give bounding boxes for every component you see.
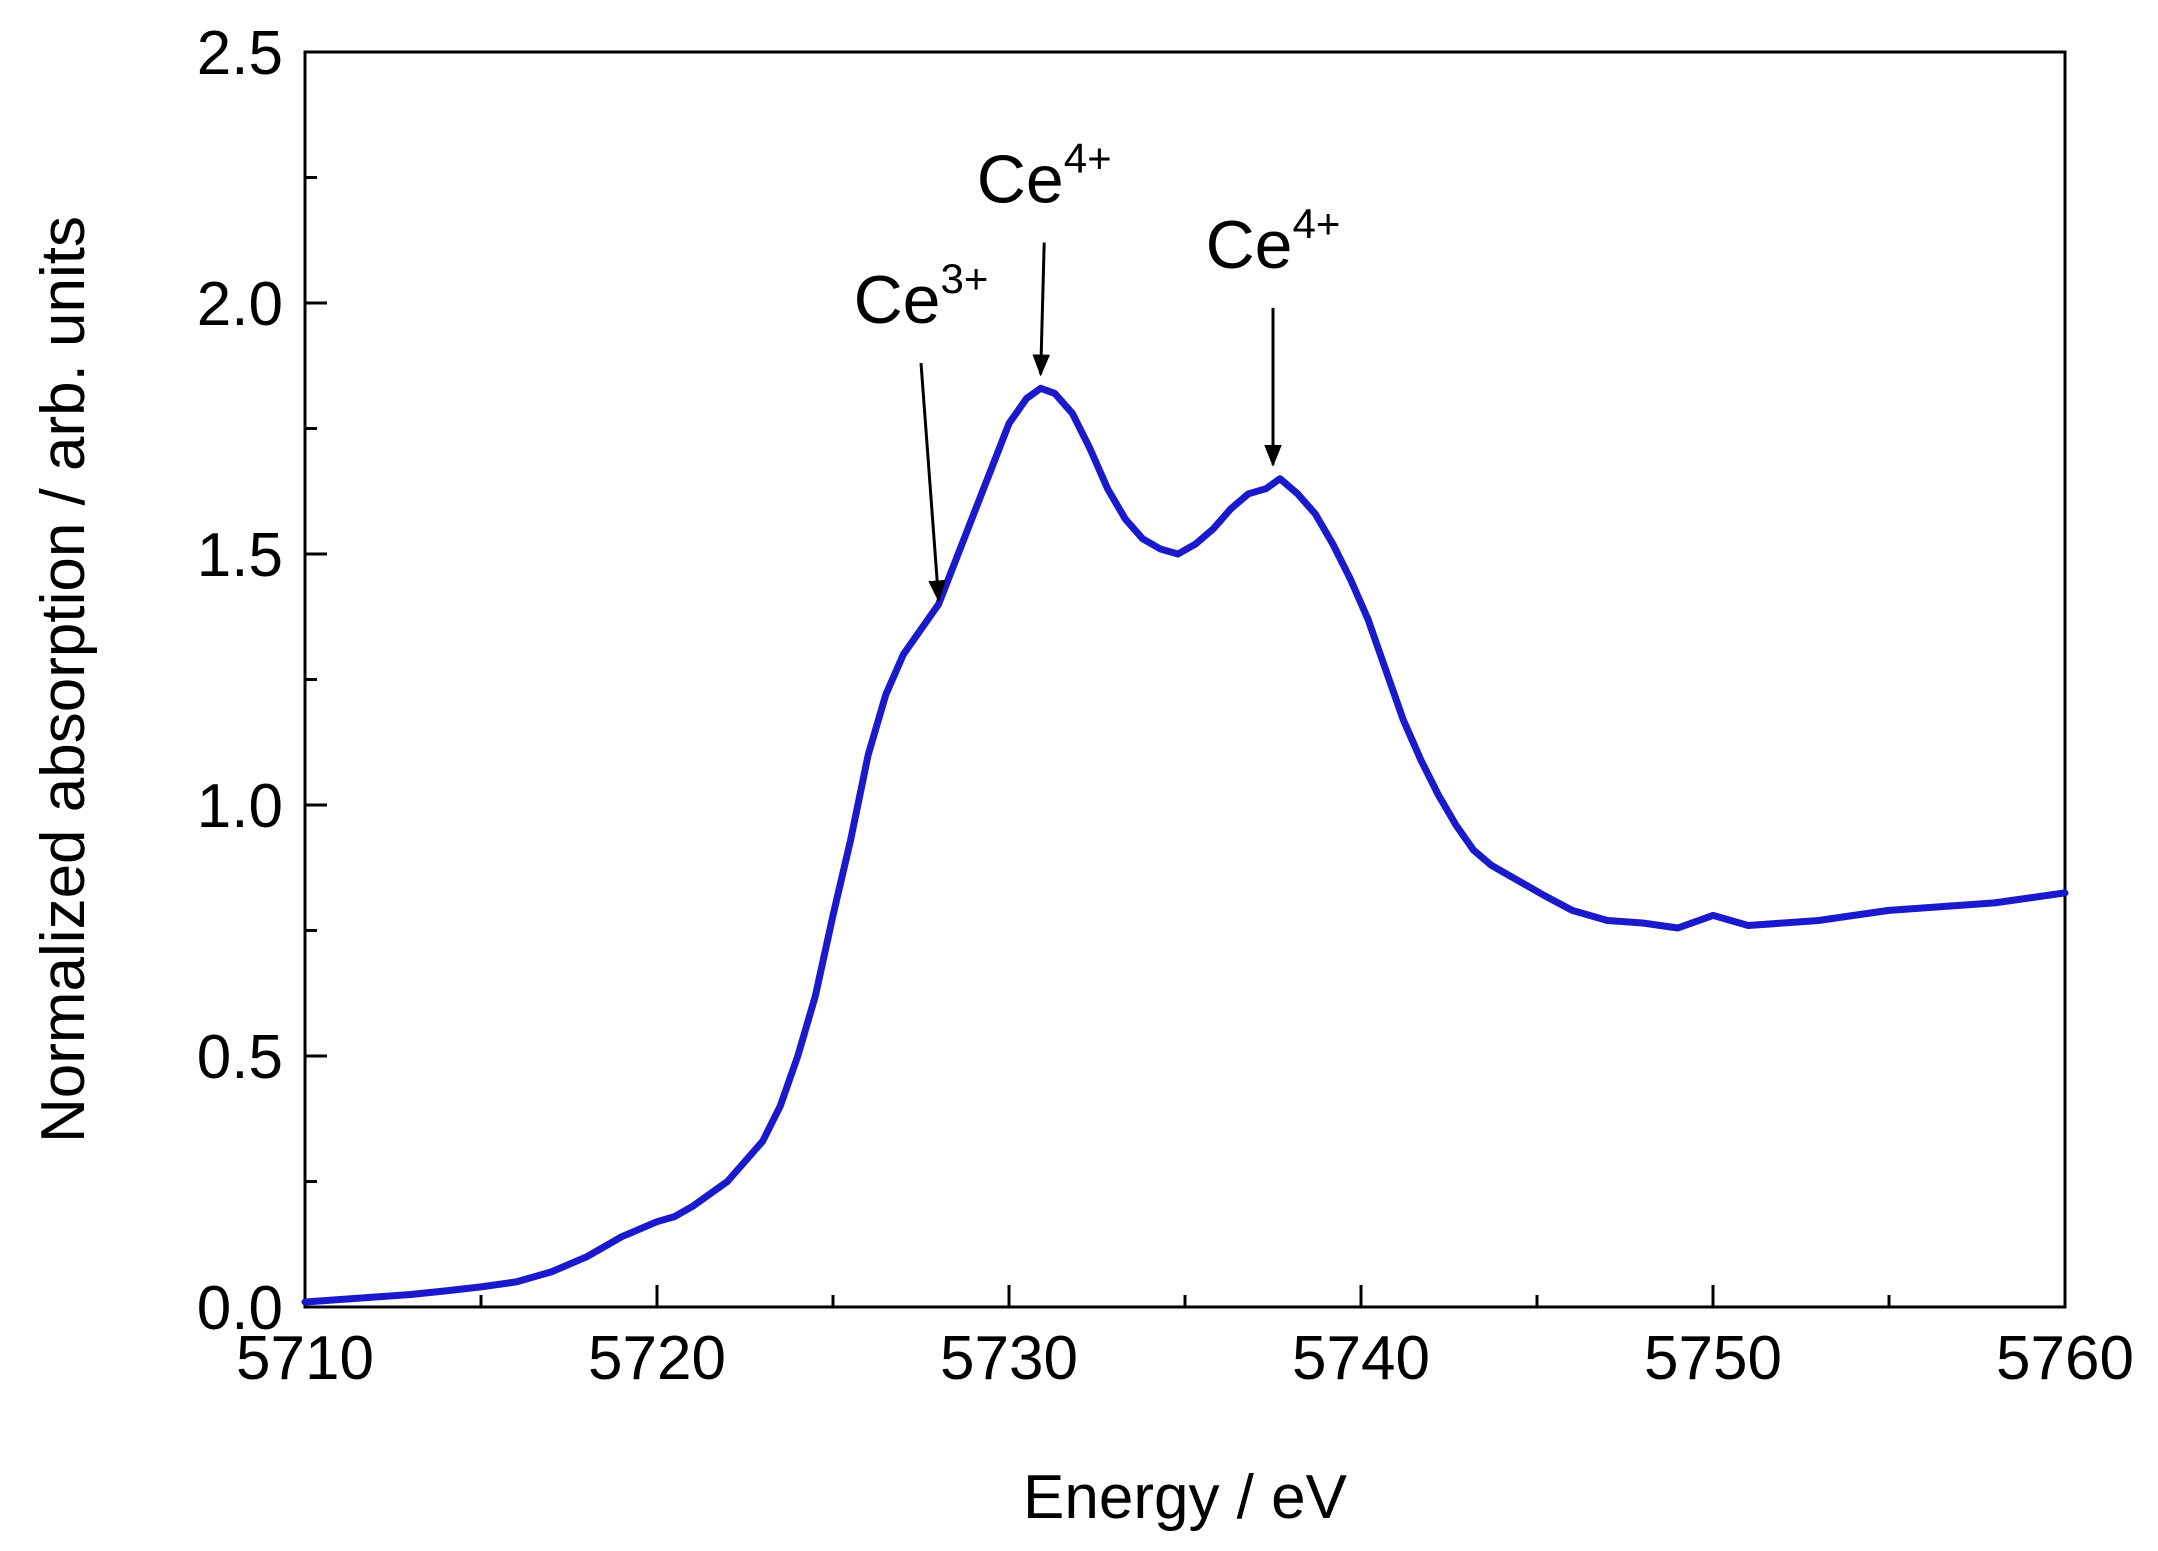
annotation-2: Ce4+ <box>1206 200 1341 467</box>
y-tick-label: 1.0 <box>197 772 283 841</box>
y-tick-label: 0.0 <box>197 1274 283 1343</box>
x-tick-label: 5760 <box>1996 1324 2134 1393</box>
y-axis-title: Normalized absorption / arb. units <box>29 216 98 1143</box>
x-tick-label: 5730 <box>940 1324 1078 1393</box>
annotation-base: Ce <box>1206 207 1293 283</box>
annotation-superscript: 4+ <box>1293 200 1341 247</box>
y-tick-label: 1.5 <box>197 521 283 590</box>
annotation-superscript: 4+ <box>1064 135 1112 182</box>
y-tick-label: 0.5 <box>197 1023 283 1092</box>
annotation-arrow <box>1032 242 1051 377</box>
plot-frame <box>303 50 2067 1309</box>
annotation-base: Ce <box>854 262 941 338</box>
annotation-arrow <box>919 362 946 603</box>
x-tick-label: 5710 <box>236 1324 374 1393</box>
x-tick-label: 5720 <box>588 1324 726 1393</box>
series-line-0 <box>301 384 2069 1306</box>
x-axis-title: Energy / eV <box>1023 1463 1348 1532</box>
annotation-label: Ce4+ <box>977 135 1112 218</box>
y-tick-label: 2.0 <box>197 270 283 339</box>
annotation-base: Ce <box>977 142 1064 218</box>
annotation-label: Ce4+ <box>1206 200 1341 283</box>
x-tick-label: 5750 <box>1644 1324 1782 1393</box>
annotation-1: Ce4+ <box>977 135 1112 377</box>
y-tick-label: 2.5 <box>197 19 283 88</box>
annotation-label: Ce3+ <box>854 255 989 338</box>
x-tick-label: 5740 <box>1292 1324 1430 1393</box>
annotation-superscript: 3+ <box>941 255 989 302</box>
annotation-0: Ce3+ <box>854 255 989 603</box>
